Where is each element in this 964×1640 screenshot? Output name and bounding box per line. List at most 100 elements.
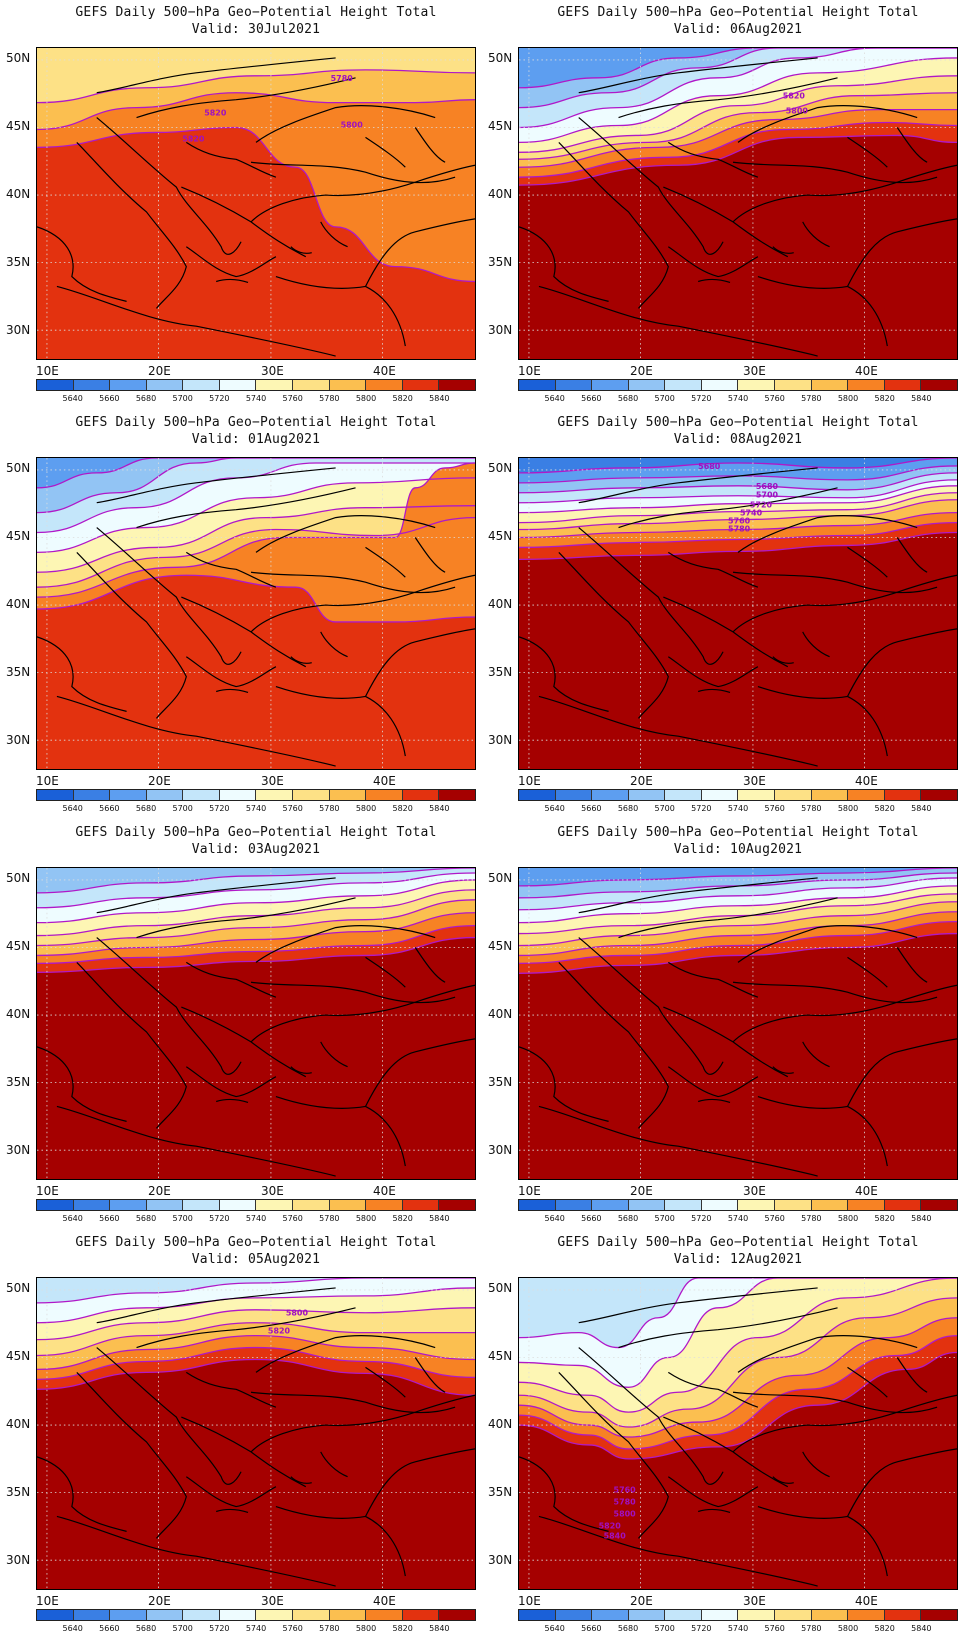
colorbar-tick-label: 5820 (874, 1624, 895, 1633)
border-line (181, 1006, 307, 1078)
colorbar-tick-label: 5680 (135, 1214, 157, 1223)
contour-label: 5840 (604, 1531, 627, 1540)
contour-label: 5700 (756, 491, 779, 500)
colorbar-tick-label: 5720 (691, 394, 712, 403)
colorbar-tick-label: 5780 (801, 804, 822, 813)
lon-tick-label: 20E (148, 1184, 171, 1198)
colorbar-swatch (110, 1610, 147, 1620)
colorbar (518, 1199, 958, 1211)
border-line (185, 1371, 277, 1408)
border-line (578, 57, 818, 94)
border-line (519, 636, 609, 712)
border-line (737, 515, 918, 553)
panel-valid-date: Valid: 06Aug2021 (673, 22, 803, 37)
border-line (847, 537, 928, 578)
border-line (216, 688, 249, 694)
border-line (538, 1105, 818, 1177)
border-line (250, 1391, 456, 1414)
colorbar-tick-label: 5660 (581, 1214, 602, 1223)
contour-line (519, 75, 957, 153)
colorbar-tick-label: 5660 (99, 1214, 120, 1223)
lon-tick-label: 30E (261, 1594, 284, 1608)
contour-line (37, 505, 475, 573)
lat-tick-label: 45N (488, 529, 513, 543)
border-line (185, 1066, 277, 1098)
contour-label: 5820 (182, 134, 205, 143)
colorbar-swatch (701, 1610, 739, 1620)
lat-tick-label: 35N (6, 255, 31, 269)
lat-tick-label: 40N (488, 1417, 513, 1431)
lat-tick-label: 50N (488, 51, 513, 65)
lat-tick-label: 35N (488, 255, 513, 269)
lat-tick-label: 35N (488, 1075, 513, 1089)
colorbar-swatch (884, 790, 922, 800)
border-line (732, 574, 957, 633)
colorbar-swatch (628, 1200, 666, 1210)
colorbar-tick-label: 5740 (245, 1214, 267, 1223)
colorbar-swatch (146, 1610, 184, 1620)
contour-label: 5820 (599, 1521, 622, 1530)
border-line (757, 685, 888, 757)
colorbar-tick-label: 5760 (282, 1624, 303, 1633)
border-line (663, 1416, 789, 1488)
colorbar-swatch (848, 1200, 885, 1210)
contour-label: 5780 (614, 1498, 637, 1507)
gridlines (37, 48, 475, 359)
height-band (37, 127, 475, 359)
border-line (663, 186, 789, 258)
border-line (136, 487, 356, 529)
geopotential-map (518, 867, 958, 1180)
contour-line (519, 485, 957, 514)
colorbar-swatch (921, 1610, 957, 1620)
colorbar-swatch (183, 790, 220, 800)
contour-line (519, 1297, 957, 1428)
panel-title: GEFS Daily 500−hPa Geo−Potential Height … (557, 5, 919, 20)
colorbar-swatch (884, 380, 922, 390)
border-line (320, 221, 348, 248)
geopotential-map (36, 457, 476, 770)
contour-line (519, 893, 957, 935)
colorbar-swatch (775, 1200, 812, 1210)
border-line (275, 685, 406, 757)
lon-tick-label: 20E (148, 364, 171, 378)
colorbar-swatch (439, 380, 475, 390)
colorbar-tick-label: 5740 (245, 1624, 267, 1633)
colorbar-tick-label: 5720 (209, 804, 230, 813)
colorbar-swatch (592, 380, 629, 390)
colorbar-swatch (519, 1610, 556, 1620)
border-line (185, 1476, 277, 1508)
colorbar-swatch (219, 1200, 257, 1210)
border-line (772, 246, 794, 254)
height-band (519, 933, 957, 1179)
gridlines (37, 458, 475, 769)
coastlines (519, 877, 957, 1177)
contour-line (519, 921, 957, 965)
border-line (76, 551, 187, 719)
gridlines (37, 1278, 475, 1589)
border-line (250, 574, 475, 633)
colorbar-tick-label: 5780 (801, 1214, 822, 1223)
border-line (255, 515, 436, 553)
contour-label: 5740 (740, 509, 763, 518)
contour-line (519, 911, 957, 957)
border-line (275, 275, 406, 347)
panel-title: GEFS Daily 500−hPa Geo−Potential Height … (75, 5, 437, 20)
border-line (320, 1451, 348, 1478)
lon-tick-label: 10E (518, 774, 541, 788)
colorbar-tick-label: 5800 (355, 1624, 377, 1633)
contour-label: 5820 (204, 109, 227, 118)
contour-label: 5800 (786, 107, 809, 116)
contour-line (519, 479, 957, 504)
border-line (802, 1041, 830, 1068)
border-line (76, 1371, 187, 1539)
height-band (519, 532, 957, 769)
colorbar-tick-label: 5660 (99, 804, 120, 813)
colorbar-swatch (811, 380, 849, 390)
contour-line (519, 472, 957, 494)
colorbar-swatch (811, 1200, 849, 1210)
contour-line (519, 1278, 957, 1413)
border-line (846, 628, 957, 697)
border-line (275, 1095, 406, 1167)
colorbar-swatch (37, 1200, 74, 1210)
